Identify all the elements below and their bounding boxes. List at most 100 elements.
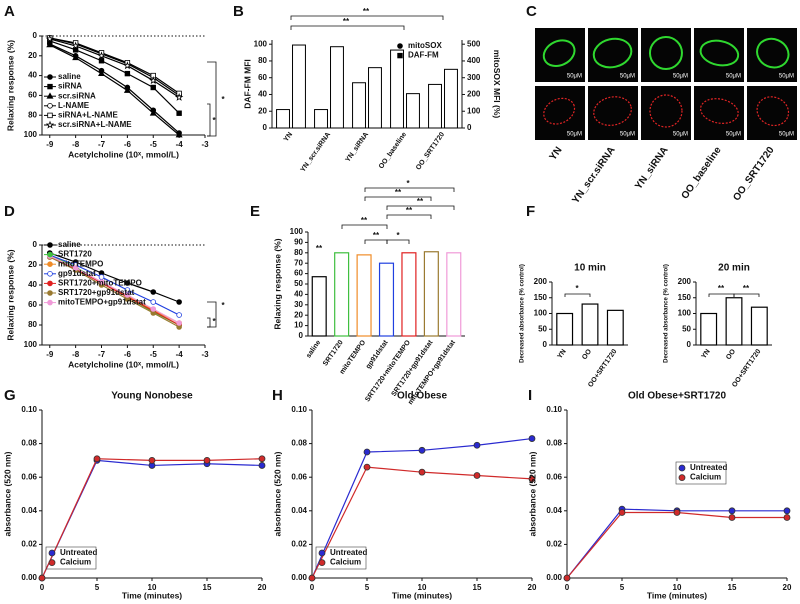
vessel-outline xyxy=(592,37,633,69)
bar xyxy=(446,252,462,337)
y-tick-label: 0.04 xyxy=(21,506,37,515)
scale-label: 50μM xyxy=(673,132,688,138)
marker xyxy=(563,574,571,582)
y-tick-label: 0.08 xyxy=(546,439,562,448)
y-tick-label: 0.04 xyxy=(291,506,307,515)
y-tick-label: 0 xyxy=(33,31,38,40)
marker xyxy=(98,69,105,77)
series-line xyxy=(49,252,180,303)
x-tick-label: -8 xyxy=(72,140,80,149)
y-tick-label: 80 xyxy=(258,56,267,65)
x-axis-label: Acetylcholine (10ˣ, mmol/L) xyxy=(68,149,179,159)
x-tick-label: 15 xyxy=(728,583,737,592)
marker xyxy=(98,279,105,285)
x-tick-label: 0 xyxy=(310,583,315,592)
panel-label: F xyxy=(526,203,535,220)
marker xyxy=(473,441,481,449)
significance-label: * xyxy=(221,301,225,310)
marker xyxy=(673,509,681,516)
y-tick-label: 60 xyxy=(258,73,267,82)
x-tick-label: -4 xyxy=(176,140,184,149)
y-tick-label: 100 xyxy=(254,39,268,48)
legend-marker xyxy=(397,43,403,49)
legend-marker xyxy=(47,270,53,277)
y-tick-label: 100 xyxy=(678,309,692,318)
legend-label: scr.siRNA+L-NAME xyxy=(58,120,132,129)
chart-title: Old Obese+SRT1720 xyxy=(628,391,727,402)
micrograph xyxy=(694,86,744,140)
marker xyxy=(149,109,157,116)
legend-marker xyxy=(48,559,56,566)
bar xyxy=(311,276,327,337)
x-tick-label: YN_scr.siRNA xyxy=(300,131,333,173)
x-tick-label: -6 xyxy=(124,140,132,149)
legend-marker xyxy=(47,103,53,109)
x-tick-label: SRT1720 xyxy=(322,339,345,367)
panel-label: A xyxy=(4,3,15,20)
y-tick-label: 0.00 xyxy=(21,573,37,582)
series-line xyxy=(566,511,787,579)
x-axis-label: Time (minutes) xyxy=(392,590,452,600)
legend-label: siRNA+L-NAME xyxy=(58,111,118,120)
x-tick-label: 20 xyxy=(783,583,792,592)
y-tick-label: 80 xyxy=(28,320,37,329)
y-tick-label: 200 xyxy=(678,277,692,286)
legend-marker xyxy=(47,251,53,258)
legend-box xyxy=(315,546,367,570)
marker xyxy=(123,61,132,70)
y-tick-label: 90 xyxy=(294,238,303,247)
x-tick-label: OO_SRT1720 xyxy=(415,131,446,171)
x-tick-label: 5 xyxy=(95,583,100,592)
marker xyxy=(124,70,131,77)
legend-label: Calcium xyxy=(60,558,91,567)
y-tick-label: 0 xyxy=(687,340,692,349)
y-tick-label: 0.06 xyxy=(546,472,562,481)
legend-marker xyxy=(45,120,55,129)
significance-bracket xyxy=(290,15,444,20)
y-tick-label: 0.08 xyxy=(21,439,37,448)
legend-marker xyxy=(47,74,53,80)
y-tick-label: 40 xyxy=(28,280,37,289)
legend-marker xyxy=(46,92,54,99)
y-tick-label: 50 xyxy=(538,324,547,333)
scale-label: 50μM xyxy=(779,74,794,80)
significance-bracket xyxy=(341,224,388,229)
legend-label: Untreated xyxy=(60,548,97,557)
legend-label: Calcium xyxy=(690,473,721,482)
significance-bracket xyxy=(733,293,760,297)
y-tick-label: 200 xyxy=(534,277,548,286)
x-tick-label: 5 xyxy=(365,583,370,592)
x-tick-label: 5 xyxy=(620,583,625,592)
bar xyxy=(406,93,420,129)
x-tick-label: 0 xyxy=(40,583,45,592)
significance-bracket xyxy=(207,301,217,328)
marker xyxy=(38,574,46,582)
marker xyxy=(528,435,536,442)
vessel-outline xyxy=(756,37,790,69)
significance-bracket xyxy=(386,214,432,219)
x-tick-label: gp91dstat xyxy=(365,339,390,371)
series-line xyxy=(49,37,180,94)
series-line xyxy=(49,38,180,98)
x-axis-label: Time (minutes) xyxy=(122,590,182,600)
y-tick-label: 30 xyxy=(294,300,303,309)
legend-label: DAF-FM xyxy=(408,51,439,60)
x-tick-label: 10 xyxy=(148,583,157,592)
y-tick-label: 0.08 xyxy=(291,439,307,448)
legend-marker xyxy=(47,112,53,119)
legend-label: SRT1720+mitoTEMPO xyxy=(58,279,142,288)
bar xyxy=(352,82,366,129)
y-tick-label: 0.02 xyxy=(546,540,562,549)
marker xyxy=(124,292,131,298)
scale-label: 50μM xyxy=(673,74,688,80)
marker xyxy=(150,289,157,295)
legend-marker xyxy=(47,280,53,287)
y-tick-label: 0 xyxy=(263,123,268,132)
significance-label: ** xyxy=(343,17,350,26)
legend-marker xyxy=(397,52,403,59)
scale-label: 50μM xyxy=(620,74,635,80)
x-tick-label: saline xyxy=(305,339,322,359)
marker xyxy=(363,448,371,456)
panel-label: B xyxy=(233,3,244,20)
marker xyxy=(71,41,80,50)
